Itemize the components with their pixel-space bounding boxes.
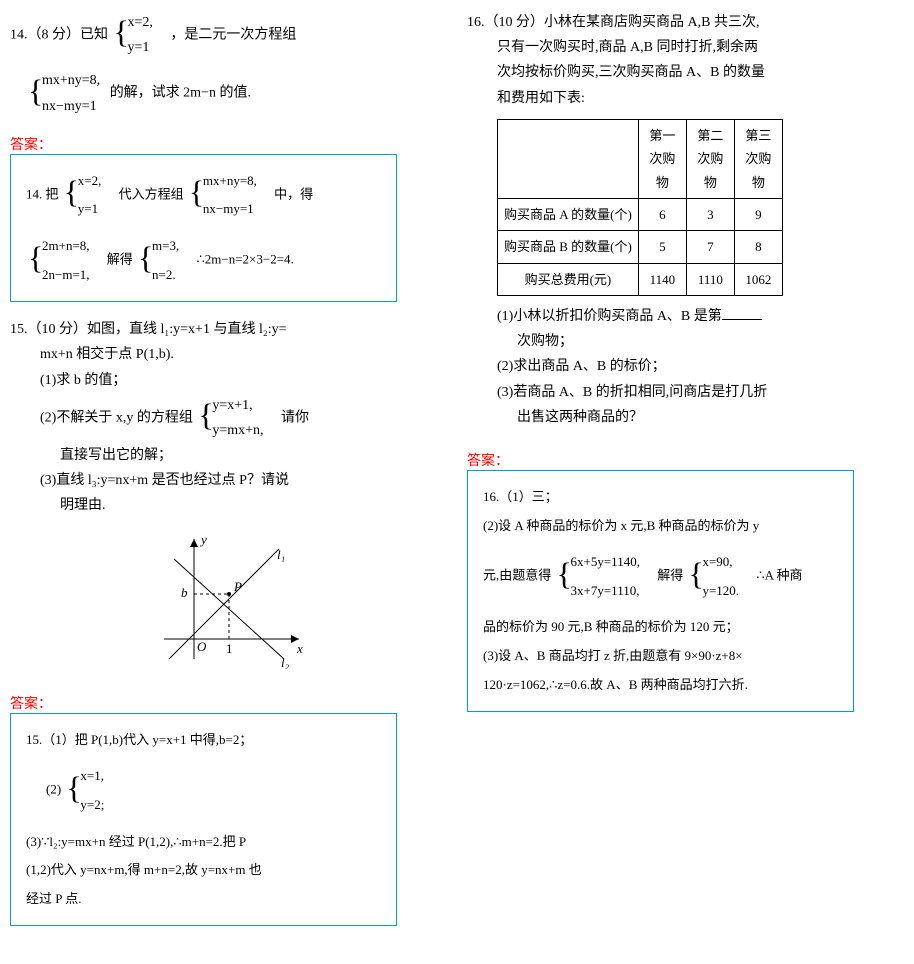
svg-text:l₂: l₂ (281, 655, 290, 669)
answer-15-box: 15.（1）把 P(1,b)代入 y=x+1 中得,b=2； (2) x=1,y… (10, 713, 397, 927)
svg-text:b: b (181, 585, 188, 600)
svg-text:1: 1 (226, 641, 233, 656)
svg-text:P: P (233, 579, 242, 594)
answer-15-wrap: 答案： 15.（1）把 P(1,b)代入 y=x+1 中得,b=2； (2) x… (10, 693, 447, 942)
p15-graph: P b O 1 x y l₁ l₂ (10, 529, 447, 678)
table-row: 购买总费用(元) 1140 1110 1062 (498, 263, 783, 295)
answer-16-box: 16.（1）三； (2)设 A 种商品的标价为 x 元,B 种商品的标价为 y … (467, 470, 854, 712)
p14-label: 14.（8 分）已知 (10, 27, 108, 42)
table-row: 购买商品 B 的数量(个) 5 7 8 (498, 231, 783, 263)
problem-16: 16.（10 分）小林在某商店购买商品 A,B 共三次, 只有一次购买时,商品 … (467, 10, 904, 430)
blank-fill (722, 306, 762, 320)
answer-16-wrap: 答案： 16.（1）三； (2)设 A 种商品的标价为 x 元,B 种商品的标价… (467, 450, 904, 727)
problem-15: 15.（10 分）如图，直线 l₁:y=x+1 与直线 l₂:y= mx+n 相… (10, 317, 447, 678)
answer-label: 答案： (10, 134, 52, 154)
svg-text:x: x (296, 641, 303, 656)
answer-label: 答案： (10, 693, 52, 713)
answer-14-wrap: 答案： 14. 把 x=2,y=1 代入方程组 mx+ny=8,nx−my=1 … (10, 134, 447, 317)
answer-label: 答案： (467, 450, 509, 470)
svg-text:O: O (197, 639, 207, 654)
answer-14-box: 14. 把 x=2,y=1 代入方程组 mx+ny=8,nx−my=1 中，得 … (10, 154, 397, 302)
svg-text:y: y (199, 532, 207, 547)
p16-table: 第一次购物 第二次购物 第三次购物 购买商品 A 的数量(个) 6 3 9 购买… (497, 119, 783, 296)
svg-text:l₁: l₁ (277, 547, 285, 562)
problem-14: 14.（8 分）已知 x=2,y=1 ，是二元一次方程组 mx+ny=8,nx−… (10, 10, 447, 119)
table-row: 购买商品 A 的数量(个) 6 3 9 (498, 198, 783, 230)
